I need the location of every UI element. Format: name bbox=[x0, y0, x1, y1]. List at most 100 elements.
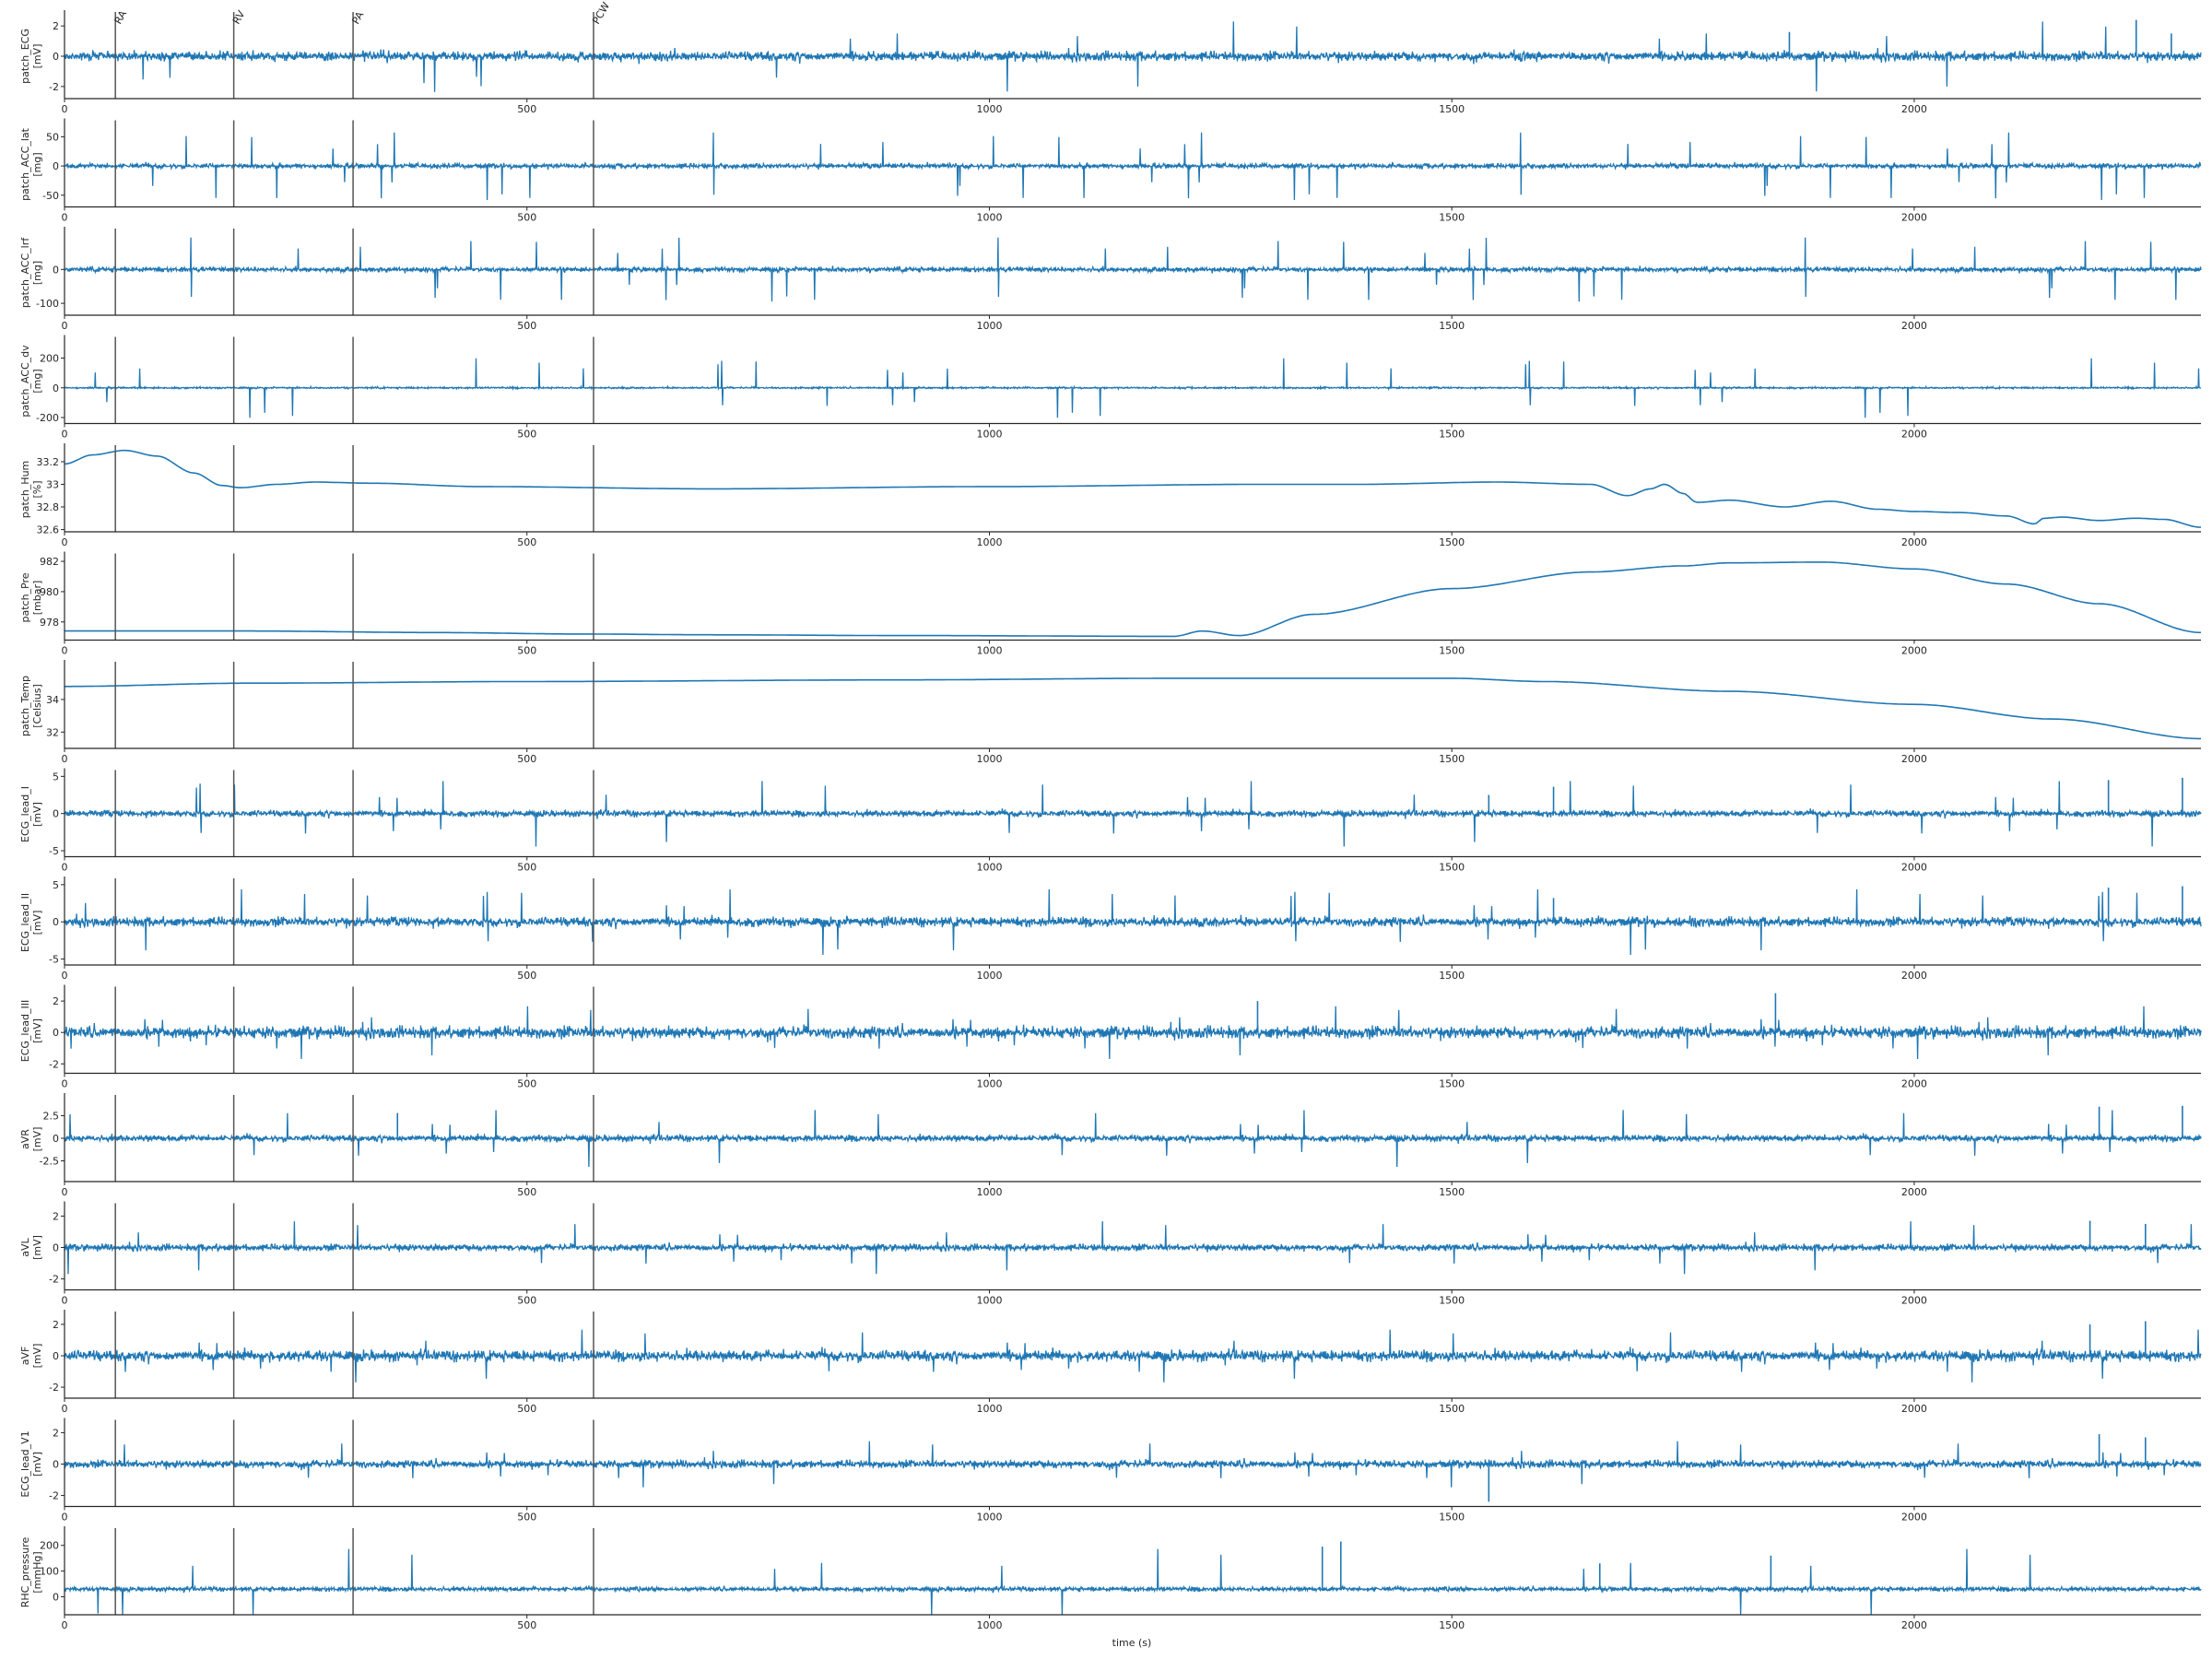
x-tick-label: 0 bbox=[62, 429, 68, 441]
y-tick-label: 32.6 bbox=[37, 524, 60, 536]
y-axis-label-unit: [mV] bbox=[31, 802, 43, 827]
y-tick-label: -5 bbox=[49, 954, 59, 966]
panel-patch-pre: 978 980 982 0 500 1000 1500 2000 patch_Pre[mbar] bbox=[19, 551, 2202, 657]
y-axis-label-name: patch_Hum bbox=[19, 461, 31, 519]
y-axis-label-name: patch_ACC_lat bbox=[19, 127, 31, 201]
y-axis-label-unit: [mV] bbox=[31, 44, 43, 69]
y-axis-label: patch_Hum[%] bbox=[19, 461, 43, 519]
x-tick-label: 1000 bbox=[976, 1619, 1002, 1631]
y-tick-label: 0 bbox=[53, 264, 59, 276]
x-tick-label: 1500 bbox=[1439, 103, 1465, 115]
x-tick-label: 0 bbox=[62, 1619, 68, 1631]
y-tick-label: 0 bbox=[53, 160, 59, 172]
x-tick-label: 500 bbox=[517, 1403, 536, 1415]
x-tick-label: 500 bbox=[517, 1295, 536, 1307]
x-tick-label: 0 bbox=[62, 1403, 68, 1415]
x-tick-label: 2000 bbox=[1901, 645, 1927, 657]
series-line bbox=[65, 561, 2202, 638]
x-tick-label: 1500 bbox=[1439, 320, 1465, 332]
y-tick-label: 980 bbox=[40, 586, 59, 598]
x-tick-label: 0 bbox=[62, 320, 68, 332]
y-tick-label: 200 bbox=[40, 1540, 59, 1552]
y-tick-label: 2.5 bbox=[43, 1111, 60, 1123]
event-label-pa: PA bbox=[349, 9, 366, 27]
x-tick-label: 500 bbox=[517, 1619, 536, 1631]
x-tick-label: 2000 bbox=[1901, 1619, 1927, 1631]
x-tick-label: 1000 bbox=[976, 1512, 1002, 1524]
series-line bbox=[64, 358, 2202, 418]
x-tick-label: 1500 bbox=[1439, 212, 1465, 224]
y-tick-label: 2 bbox=[53, 1319, 59, 1331]
x-tick-label: 1500 bbox=[1439, 1186, 1465, 1198]
panel-patch-hum: 32.6 32.8 33 33.2 0 500 1000 1500 2000 patch_Hum[… bbox=[19, 443, 2202, 548]
x-tick-label: 500 bbox=[517, 753, 536, 765]
series-line bbox=[64, 1441, 2202, 1488]
y-axis-label-name: ECG_lead_III bbox=[19, 1000, 31, 1062]
x-tick-label: 1000 bbox=[976, 1403, 1002, 1415]
x-tick-label: 2000 bbox=[1901, 320, 1927, 332]
y-tick-label: 32 bbox=[46, 726, 59, 738]
y-tick-label: 2 bbox=[53, 995, 59, 1007]
y-tick-label: -200 bbox=[36, 412, 59, 424]
y-axis-label-name: patch_ACC_lrf bbox=[19, 237, 31, 308]
x-tick-label: 2000 bbox=[1901, 1186, 1927, 1198]
x-tick-label: 500 bbox=[517, 429, 536, 441]
x-tick-label: 500 bbox=[517, 862, 536, 874]
y-tick-label: 0 bbox=[53, 1133, 59, 1145]
x-tick-label: 0 bbox=[62, 753, 68, 765]
y-tick-label: -2 bbox=[49, 1274, 59, 1286]
x-tick-label: 500 bbox=[517, 970, 536, 982]
x-tick-label: 0 bbox=[62, 645, 68, 657]
x-tick-label: 2000 bbox=[1901, 1295, 1927, 1307]
y-axis-label-unit: [mmHg] bbox=[31, 1551, 43, 1593]
x-tick-label: 1000 bbox=[976, 1078, 1002, 1090]
y-tick-label: 200 bbox=[40, 352, 59, 364]
series-line bbox=[64, 449, 2202, 528]
x-tick-label: 2000 bbox=[1901, 1403, 1927, 1415]
y-axis-label-name: ECG_lead_II bbox=[19, 893, 31, 952]
y-axis-label: ECG_lead_I[mV] bbox=[19, 786, 43, 842]
y-tick-label: 34 bbox=[46, 694, 59, 706]
x-tick-label: 2000 bbox=[1901, 429, 1927, 441]
y-tick-label: 33 bbox=[46, 478, 59, 490]
x-tick-label: 500 bbox=[517, 320, 536, 332]
x-tick-label: 1000 bbox=[976, 212, 1002, 224]
series-line bbox=[64, 21, 2202, 92]
x-tick-label: 1000 bbox=[976, 970, 1002, 982]
series-line bbox=[64, 237, 2202, 302]
x-tick-label: 500 bbox=[517, 1078, 536, 1090]
y-axis-label-name: ECG_lead_V1 bbox=[19, 1430, 31, 1497]
series-line bbox=[64, 132, 2202, 201]
x-tick-label: 0 bbox=[62, 1295, 68, 1307]
y-axis-label: ECG_lead_II[mV] bbox=[19, 893, 43, 952]
y-axis-label-name: aVF bbox=[19, 1347, 31, 1366]
y-axis-label-name: ECG_lead_I bbox=[19, 786, 31, 842]
x-tick-label: 1000 bbox=[976, 1186, 1002, 1198]
series-line bbox=[64, 1329, 2202, 1382]
y-tick-label: 2 bbox=[53, 20, 59, 32]
x-tick-label: 0 bbox=[62, 536, 68, 548]
y-axis-label-unit: [mV] bbox=[31, 1452, 43, 1477]
y-tick-label: 0 bbox=[53, 1242, 59, 1254]
y-tick-label: 982 bbox=[40, 556, 59, 568]
y-axis-label-unit: [mV] bbox=[31, 911, 43, 935]
y-axis-label: aVR[mV] bbox=[19, 1127, 43, 1152]
y-tick-label: 2 bbox=[53, 1210, 59, 1222]
y-axis-label: RHC_pressure[mmHg] bbox=[19, 1536, 43, 1607]
x-tick-label: 0 bbox=[62, 1078, 68, 1090]
y-axis-label-unit: [mbar] bbox=[31, 581, 43, 616]
y-axis-label-name: aVR bbox=[19, 1129, 31, 1149]
y-tick-label: -100 bbox=[36, 298, 59, 310]
x-tick-label: 1000 bbox=[976, 753, 1002, 765]
y-axis-label-unit: [mg] bbox=[31, 152, 43, 176]
y-tick-label: 5 bbox=[53, 879, 59, 891]
series-line bbox=[64, 781, 2202, 847]
